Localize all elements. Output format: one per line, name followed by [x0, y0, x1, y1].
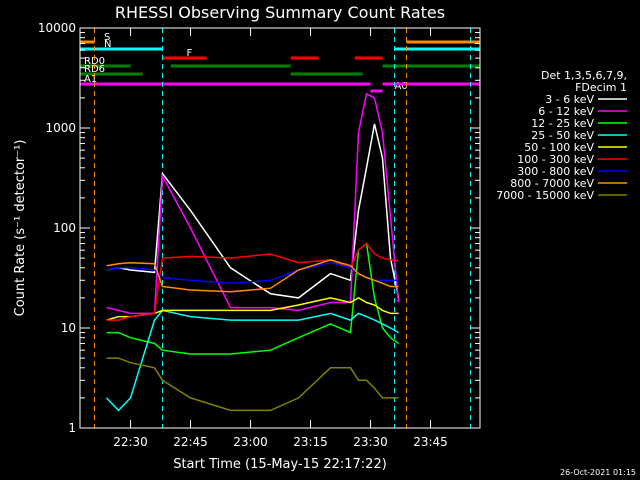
legend-label-12-25-kev: 12 - 25 keV — [531, 117, 594, 130]
legend-label-6-12-kev: 6 - 12 keV — [538, 105, 594, 118]
state-bar-label-n: N — [104, 39, 111, 50]
legend-label-100-300-kev: 100 - 300 keV — [517, 153, 594, 166]
timestamp: 26-Oct-2021 01:15 — [560, 468, 636, 477]
series-line-100-300-kev — [106, 242, 399, 321]
y-axis: 1 10 100 1000 10000 — [38, 21, 480, 435]
legend-label-300-800-kev: 300 - 800 keV — [517, 165, 594, 178]
x-tick-label-23-15: 23:15 — [293, 435, 328, 449]
y-tick-label-1000: 1000 — [45, 121, 76, 135]
legend-header-2: FDecim 1 — [575, 81, 627, 94]
state-bar-label-s: S — [104, 32, 110, 43]
y-tick-label-100: 100 — [53, 221, 76, 235]
legend-label-25-50-kev: 25 - 50 keV — [531, 129, 594, 142]
y-axis-label: Count Rate (s⁻¹ detector⁻¹) — [13, 140, 28, 317]
x-axis: 22:30 22:45 23:00 23:15 23:30 23:45 — [113, 28, 448, 449]
series-line-3-6-kev — [106, 123, 400, 299]
y-tick-label-10000: 10000 — [38, 21, 76, 35]
x-tick-label-23-30: 23:30 — [353, 435, 388, 449]
x-tick-label-23-00: 23:00 — [233, 435, 268, 449]
chart-title: RHESSI Observing Summary Count Rates — [115, 3, 445, 22]
x-tick-label-22-30: 22:30 — [113, 435, 148, 449]
series-line-12-25-kev — [106, 242, 399, 355]
legend-label-800-7000-kev: 800 - 7000 keV — [510, 177, 594, 190]
state-bar-label-f: F — [187, 48, 193, 59]
y-tick-label-10: 10 — [61, 321, 76, 335]
x-axis-label: Start Time (15-May-15 22:17:22) — [173, 457, 387, 472]
legend-header-1: Det 1,3,5,6,7,9, — [541, 69, 627, 82]
series-line-7000-15000-kev — [106, 357, 399, 412]
series-line-6-12-kev — [106, 92, 400, 315]
x-tick-label-23-45: 23:45 — [413, 435, 448, 449]
series-line-25-50-kev — [105, 309, 399, 412]
state-bar-label-a0: A0 — [395, 81, 408, 92]
x-tick-label-22-45: 22:45 — [173, 435, 208, 449]
state-bar-label-a1: A1 — [84, 74, 97, 85]
legend-label-7000-15000-kev: 7000 - 15000 keV — [496, 189, 594, 202]
state-bar-label-rd0: RD0 — [84, 56, 105, 67]
state-bar-label-rd6: RD6 — [84, 64, 105, 75]
y-tick-label-1: 1 — [68, 421, 76, 435]
series-line-800-7000-kev — [106, 259, 399, 293]
legend-label-3-6-kev: 3 - 6 keV — [545, 93, 594, 106]
legend-label-50-100-kev: 50 - 100 keV — [524, 141, 594, 154]
